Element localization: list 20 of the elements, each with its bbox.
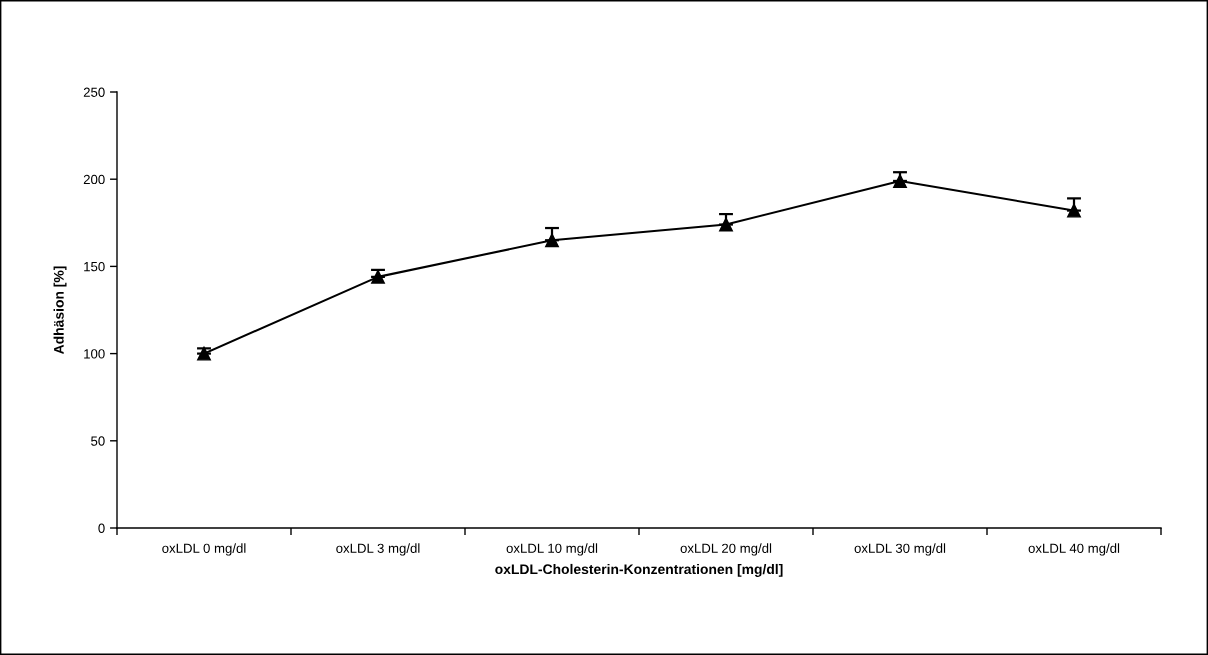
x-tick-label: oxLDL 20 mg/dl: [680, 543, 772, 556]
x-tick-label: oxLDL 40 mg/dl: [1028, 543, 1120, 556]
x-tick-label: oxLDL 10 mg/dl: [506, 543, 598, 556]
point: [893, 173, 907, 188]
y-tick-label: 50: [91, 436, 105, 446]
x-tick-label: oxLDL 30 mg/dl: [854, 543, 946, 556]
y-tick-label: 250: [83, 87, 105, 97]
x-tick-label: oxLDL 0 mg/dl: [162, 543, 246, 556]
point: [545, 233, 559, 248]
point: [719, 217, 733, 232]
y-tick-label: 150: [84, 261, 105, 272]
y-tick-label: 0: [98, 523, 105, 533]
point: [1067, 203, 1081, 218]
point: [197, 346, 211, 361]
y-axis-title: Adhäsion [%]: [53, 266, 67, 355]
x-tick-label: oxLDL 3 mg/dl: [336, 543, 420, 556]
y-tick-label: 200: [83, 174, 105, 185]
point: [371, 269, 385, 284]
x-axis-title: oxLDL-Cholesterin-Konzentrationen [mg/dl]: [495, 563, 783, 577]
y-tick-label: 100: [84, 349, 105, 359]
